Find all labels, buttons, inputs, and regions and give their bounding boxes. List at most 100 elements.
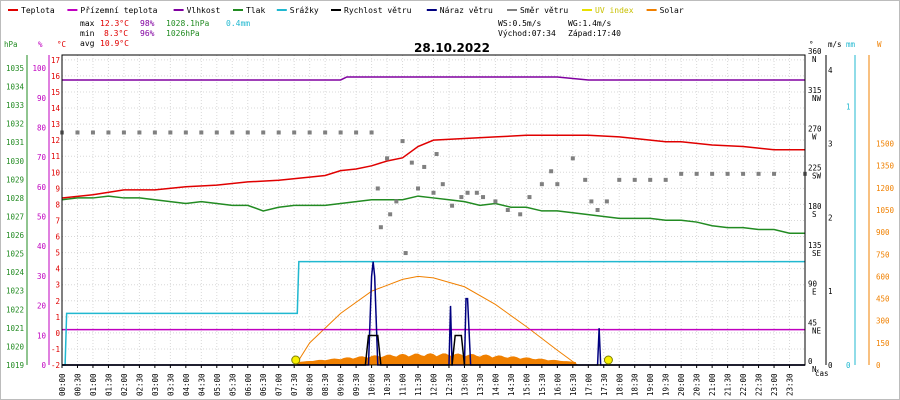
dir-axis-label-2: E: [812, 288, 817, 297]
x-tick-label-22: 11:00: [399, 373, 408, 396]
legend-label-5: Rychlost větru: [344, 6, 412, 15]
unit-ms: m/s: [828, 40, 842, 49]
wind-dir-point: [106, 130, 111, 135]
plot-area: [60, 76, 807, 366]
degc-axis-tick-17: 15: [51, 88, 60, 97]
pct-axis-tick-1: 10: [37, 331, 47, 340]
dir-axis-value-1: 45: [808, 318, 817, 327]
unit-dir: °: [809, 40, 814, 49]
legend-label-2: Vlhkost: [187, 6, 221, 15]
wind-dir-point: [481, 195, 486, 200]
x-tick-label-24: 12:00: [430, 373, 439, 396]
hpa-axis-tick-8: 1027: [6, 212, 24, 221]
stat-min-press: 1026hPa: [166, 29, 200, 38]
wind-dir-point: [756, 171, 761, 176]
wind-dir-point: [595, 208, 600, 212]
hpa-axis-tick-14: 1033: [6, 101, 24, 110]
pct-axis-tick-10: 100: [32, 64, 46, 73]
legend-label-8: UV index: [595, 6, 634, 15]
stat-max-press: 1028.1hPa: [166, 19, 210, 28]
x-tick-label-37: 18:30: [631, 373, 640, 396]
degc-axis-tick-7: 5: [55, 249, 60, 258]
wind-dir-point: [570, 156, 575, 161]
wind-dir-point: [378, 225, 383, 230]
x-tick-label-17: 08:30: [321, 373, 330, 396]
w-axis-tick-7: 1050: [876, 206, 895, 215]
unit-w: W: [877, 40, 882, 49]
wind-dir-point: [230, 130, 235, 135]
stat-ws: WS:0.5m/s: [498, 19, 542, 28]
dir-axis-value-7: 315: [808, 86, 822, 95]
x-tick-label-25: 12:30: [445, 373, 454, 396]
degc-axis-tick-2: 0: [55, 329, 60, 338]
ms-axis-tick-1: 1: [828, 287, 833, 296]
wind-dir-point: [725, 171, 730, 176]
x-tick-label-3: 01:30: [104, 373, 113, 396]
mm-axis-tick-1: 1: [846, 103, 851, 112]
dir-axis-value-5: 225: [808, 163, 822, 172]
hpa-axis-tick-0: 1019: [6, 361, 24, 370]
x-tick-label-12: 06:00: [244, 373, 253, 396]
x-tick-label-34: 17:00: [584, 373, 593, 396]
wind-dir-point: [183, 130, 188, 135]
stat-min-label: min: [80, 29, 95, 38]
wind-dir-point: [440, 182, 445, 187]
wind-dir-point: [589, 199, 594, 204]
hpa-axis-tick-13: 1032: [6, 120, 24, 129]
hpa-axis-tick-9: 1028: [6, 194, 25, 203]
dir-axis-value-2: 90: [808, 280, 818, 289]
x-tick-label-1: 00:30: [73, 373, 82, 396]
x-tick-label-42: 21:00: [708, 373, 717, 396]
stat-max-rain: 0.4mm: [226, 19, 250, 28]
degc-axis-tick-1: -1: [51, 345, 60, 354]
x-tick-label-28: 14:00: [491, 373, 500, 396]
hpa-axis-tick-7: 1026: [6, 231, 25, 240]
wind-dir-point: [388, 212, 393, 217]
dir-axis-value-8: 360: [808, 47, 822, 56]
ms-axis-tick-0: 0: [828, 361, 833, 370]
degc-axis-tick-5: 3: [55, 281, 60, 290]
wind-dir-point: [199, 130, 204, 135]
pct-axis-tick-3: 30: [37, 272, 47, 281]
x-tick-label-47: 23:30: [786, 373, 795, 396]
pct-axis-tick-2: 20: [37, 302, 47, 311]
wind-dir-point: [549, 169, 554, 174]
plot-frame: [61, 54, 806, 366]
wind-dir-point: [527, 195, 532, 200]
wind-dir-point: [75, 130, 80, 135]
x-tick-label-0: 00:00: [58, 373, 67, 396]
wind-dir-point: [276, 130, 281, 135]
stat-max-temp: 12.3°C: [100, 19, 129, 28]
x-tick-label-38: 19:00: [646, 373, 655, 396]
x-tick-label-46: 23:00: [770, 373, 779, 396]
dir-axis-value-6: 270: [808, 125, 822, 134]
hpa-axis-tick-16: 1035: [6, 64, 24, 73]
degc-axis-tick-10: 8: [55, 200, 60, 209]
wind-dir-point: [416, 186, 421, 191]
wind-dir-point: [555, 182, 560, 187]
degc-axis-tick-12: 10: [51, 168, 61, 177]
wind-dir-point: [385, 156, 390, 161]
wind-dir-point: [465, 190, 470, 195]
axes: 00:00 00:30 01:00 01:30 02:00 02:30 03:00 03:30…: [6, 47, 895, 396]
x-tick-label-29: 14:30: [507, 373, 516, 396]
stat-avg-label: avg: [80, 39, 95, 48]
sun-marker-1: [603, 355, 613, 365]
degc-axis-tick-0: -2: [51, 361, 60, 370]
wind-dir-point: [338, 130, 343, 135]
dir-axis-label-6: W: [812, 133, 817, 142]
dir-axis-value-4: 180: [808, 202, 822, 211]
unit-pct: %: [38, 40, 43, 49]
stat-max-hum: 98%: [140, 19, 155, 28]
x-tick-label-23: 11:30: [414, 373, 423, 396]
dir-axis-label-7: NW: [812, 94, 822, 103]
x-tick-label-27: 13:30: [476, 373, 485, 396]
wind-dir-point: [409, 160, 414, 165]
wind-dir-point: [403, 251, 408, 256]
series-temperature: [61, 134, 805, 199]
x-tick-label-21: 10:30: [383, 373, 392, 396]
wind-dir-point: [617, 177, 622, 182]
w-axis-tick-9: 1350: [876, 162, 895, 171]
w-axis-tick-4: 600: [876, 272, 890, 281]
